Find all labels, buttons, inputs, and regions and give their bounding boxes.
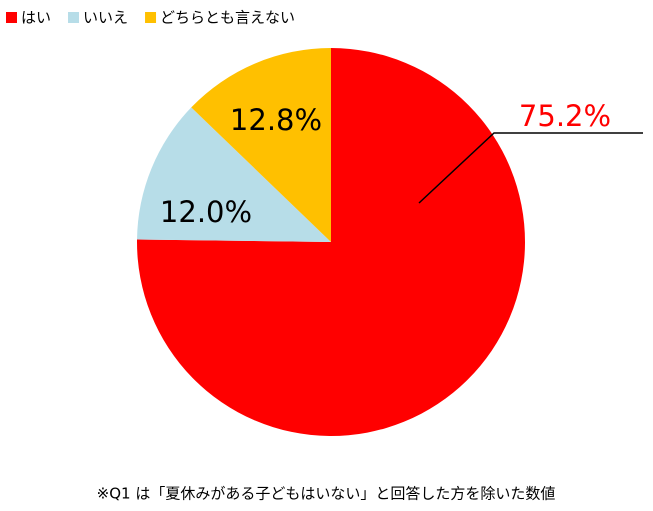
legend-label: いいえ [83,9,128,27]
data-label: 12.8% [230,103,322,137]
legend-swatch [68,12,80,23]
data-label: 12.0% [160,195,252,229]
legend-swatch [145,12,157,23]
pie-slice [137,48,525,437]
legend-label: はい [21,9,51,27]
legend-swatch [6,12,17,23]
footnote: ※Q1 は「夏休みがある子どもはいない」と回答した方を除いた数値 [97,485,556,503]
legend-label: どちらとも言えない [160,9,295,27]
data-label: 75.2% [519,99,611,133]
pie-slice [137,107,331,242]
pie-slice [191,48,331,242]
leader-line [418,132,643,204]
